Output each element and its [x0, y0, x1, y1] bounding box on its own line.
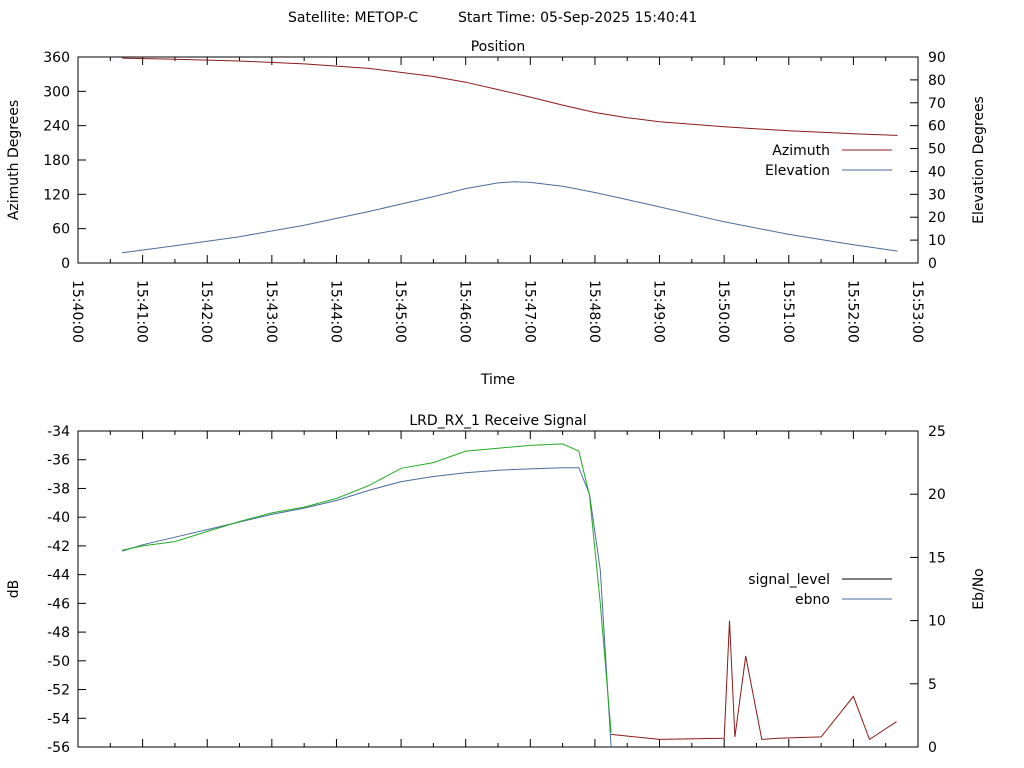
- y2-tick-label: 5: [928, 677, 937, 693]
- x-tick-label: 15:43:00: [263, 280, 279, 343]
- y2-tick-label: 70: [928, 96, 946, 112]
- y2-axis-label: Elevation Degrees: [971, 96, 987, 224]
- x-tick-label: 15:53:00: [909, 280, 925, 343]
- x-tick-label: 15:51:00: [780, 280, 796, 343]
- x-tick-label: 15:44:00: [327, 280, 343, 343]
- y-tick-label: -36: [47, 453, 70, 469]
- y2-tick-label: 20: [928, 487, 946, 503]
- position-chart: Position 0 60 120 180 240 300 360 0 10 20 30 40 50 60 7…: [6, 39, 987, 388]
- chart-title: Position: [471, 39, 526, 55]
- y-tick-label: -38: [47, 481, 70, 497]
- x-tick-label: 15:52:00: [844, 280, 860, 343]
- y2-tick-label: 20: [928, 210, 946, 226]
- series-line-ebno: [122, 467, 612, 748]
- start-time-label: Start Time: 05-Sep-2025 15:40:41: [458, 10, 697, 26]
- y2-tick-label: 0: [928, 256, 937, 272]
- y2-axis-label: Eb/No: [971, 568, 987, 610]
- series-line-azimuth: [122, 57, 898, 136]
- y-tick-label: 300: [43, 84, 70, 100]
- y2-tick-label: 80: [928, 73, 946, 89]
- y-tick-label: -52: [47, 683, 70, 699]
- y2-tick-label: 30: [928, 187, 946, 203]
- signal-chart: LRD_RX_1 Receive Signal -34 -36 -38 -40 -42 -4…: [6, 413, 987, 756]
- y-tick-label: -46: [47, 596, 70, 612]
- y-tick-label: 0: [61, 256, 70, 272]
- x-tick-label: 15:48:00: [586, 280, 602, 343]
- satellite-label: Satellite: METOP-C: [288, 10, 418, 26]
- series-line-trace-3: [611, 620, 897, 741]
- y2-tick-label: 40: [928, 164, 946, 180]
- y2-tick-label: 50: [928, 142, 946, 158]
- y2-tick-label: 25: [928, 424, 946, 440]
- x-tick-label: 15:40:00: [69, 280, 85, 343]
- y-tick-label: -42: [47, 539, 70, 555]
- x-tick-label: 15:46:00: [457, 280, 473, 343]
- plot-frame: [77, 430, 919, 748]
- y-tick-label: 180: [43, 153, 70, 169]
- y-tick-label: 360: [43, 50, 70, 66]
- y-tick-label: -50: [47, 654, 70, 670]
- y2-tick-label: 10: [928, 614, 946, 630]
- y-axis-label: dB: [6, 580, 22, 599]
- y-tick-label: 240: [43, 119, 70, 135]
- y-tick-label: -56: [47, 740, 70, 756]
- y2-tick-label: 0: [928, 740, 937, 756]
- series-line-trace-2: [122, 443, 612, 733]
- y-tick-label: -44: [47, 568, 70, 584]
- plot-frame: [77, 56, 919, 264]
- x-tick-label: 15:42:00: [198, 280, 214, 343]
- x-tick-label: 15:41:00: [134, 280, 150, 343]
- x-tick-label: 15:49:00: [651, 280, 667, 343]
- legend-label: signal_level: [748, 572, 830, 588]
- y-tick-label: 60: [52, 222, 70, 238]
- y2-tick-label: 90: [928, 50, 946, 66]
- y2-tick-label: 15: [928, 550, 946, 566]
- legend-label: Elevation: [765, 163, 830, 179]
- legend-label: ebno: [795, 592, 830, 608]
- x-tick-label: 15:50:00: [715, 280, 731, 343]
- y-tick-label: -48: [47, 625, 70, 641]
- y-tick-label: -54: [47, 711, 70, 727]
- y-tick-label: -34: [47, 424, 70, 440]
- legend-label: Azimuth: [772, 143, 830, 159]
- x-tick-label: 15:47:00: [521, 280, 537, 343]
- y-axis-label: Azimuth Degrees: [6, 100, 22, 220]
- x-tick-label: 15:45:00: [392, 280, 408, 343]
- x-axis-label: Time: [480, 372, 515, 388]
- y2-tick-label: 10: [928, 233, 946, 249]
- chart-title: LRD_RX_1 Receive Signal: [409, 413, 586, 429]
- y2-tick-label: 60: [928, 119, 946, 135]
- series-line-elevation: [122, 181, 898, 254]
- y-tick-label: -40: [47, 510, 70, 526]
- y-tick-label: 120: [43, 187, 70, 203]
